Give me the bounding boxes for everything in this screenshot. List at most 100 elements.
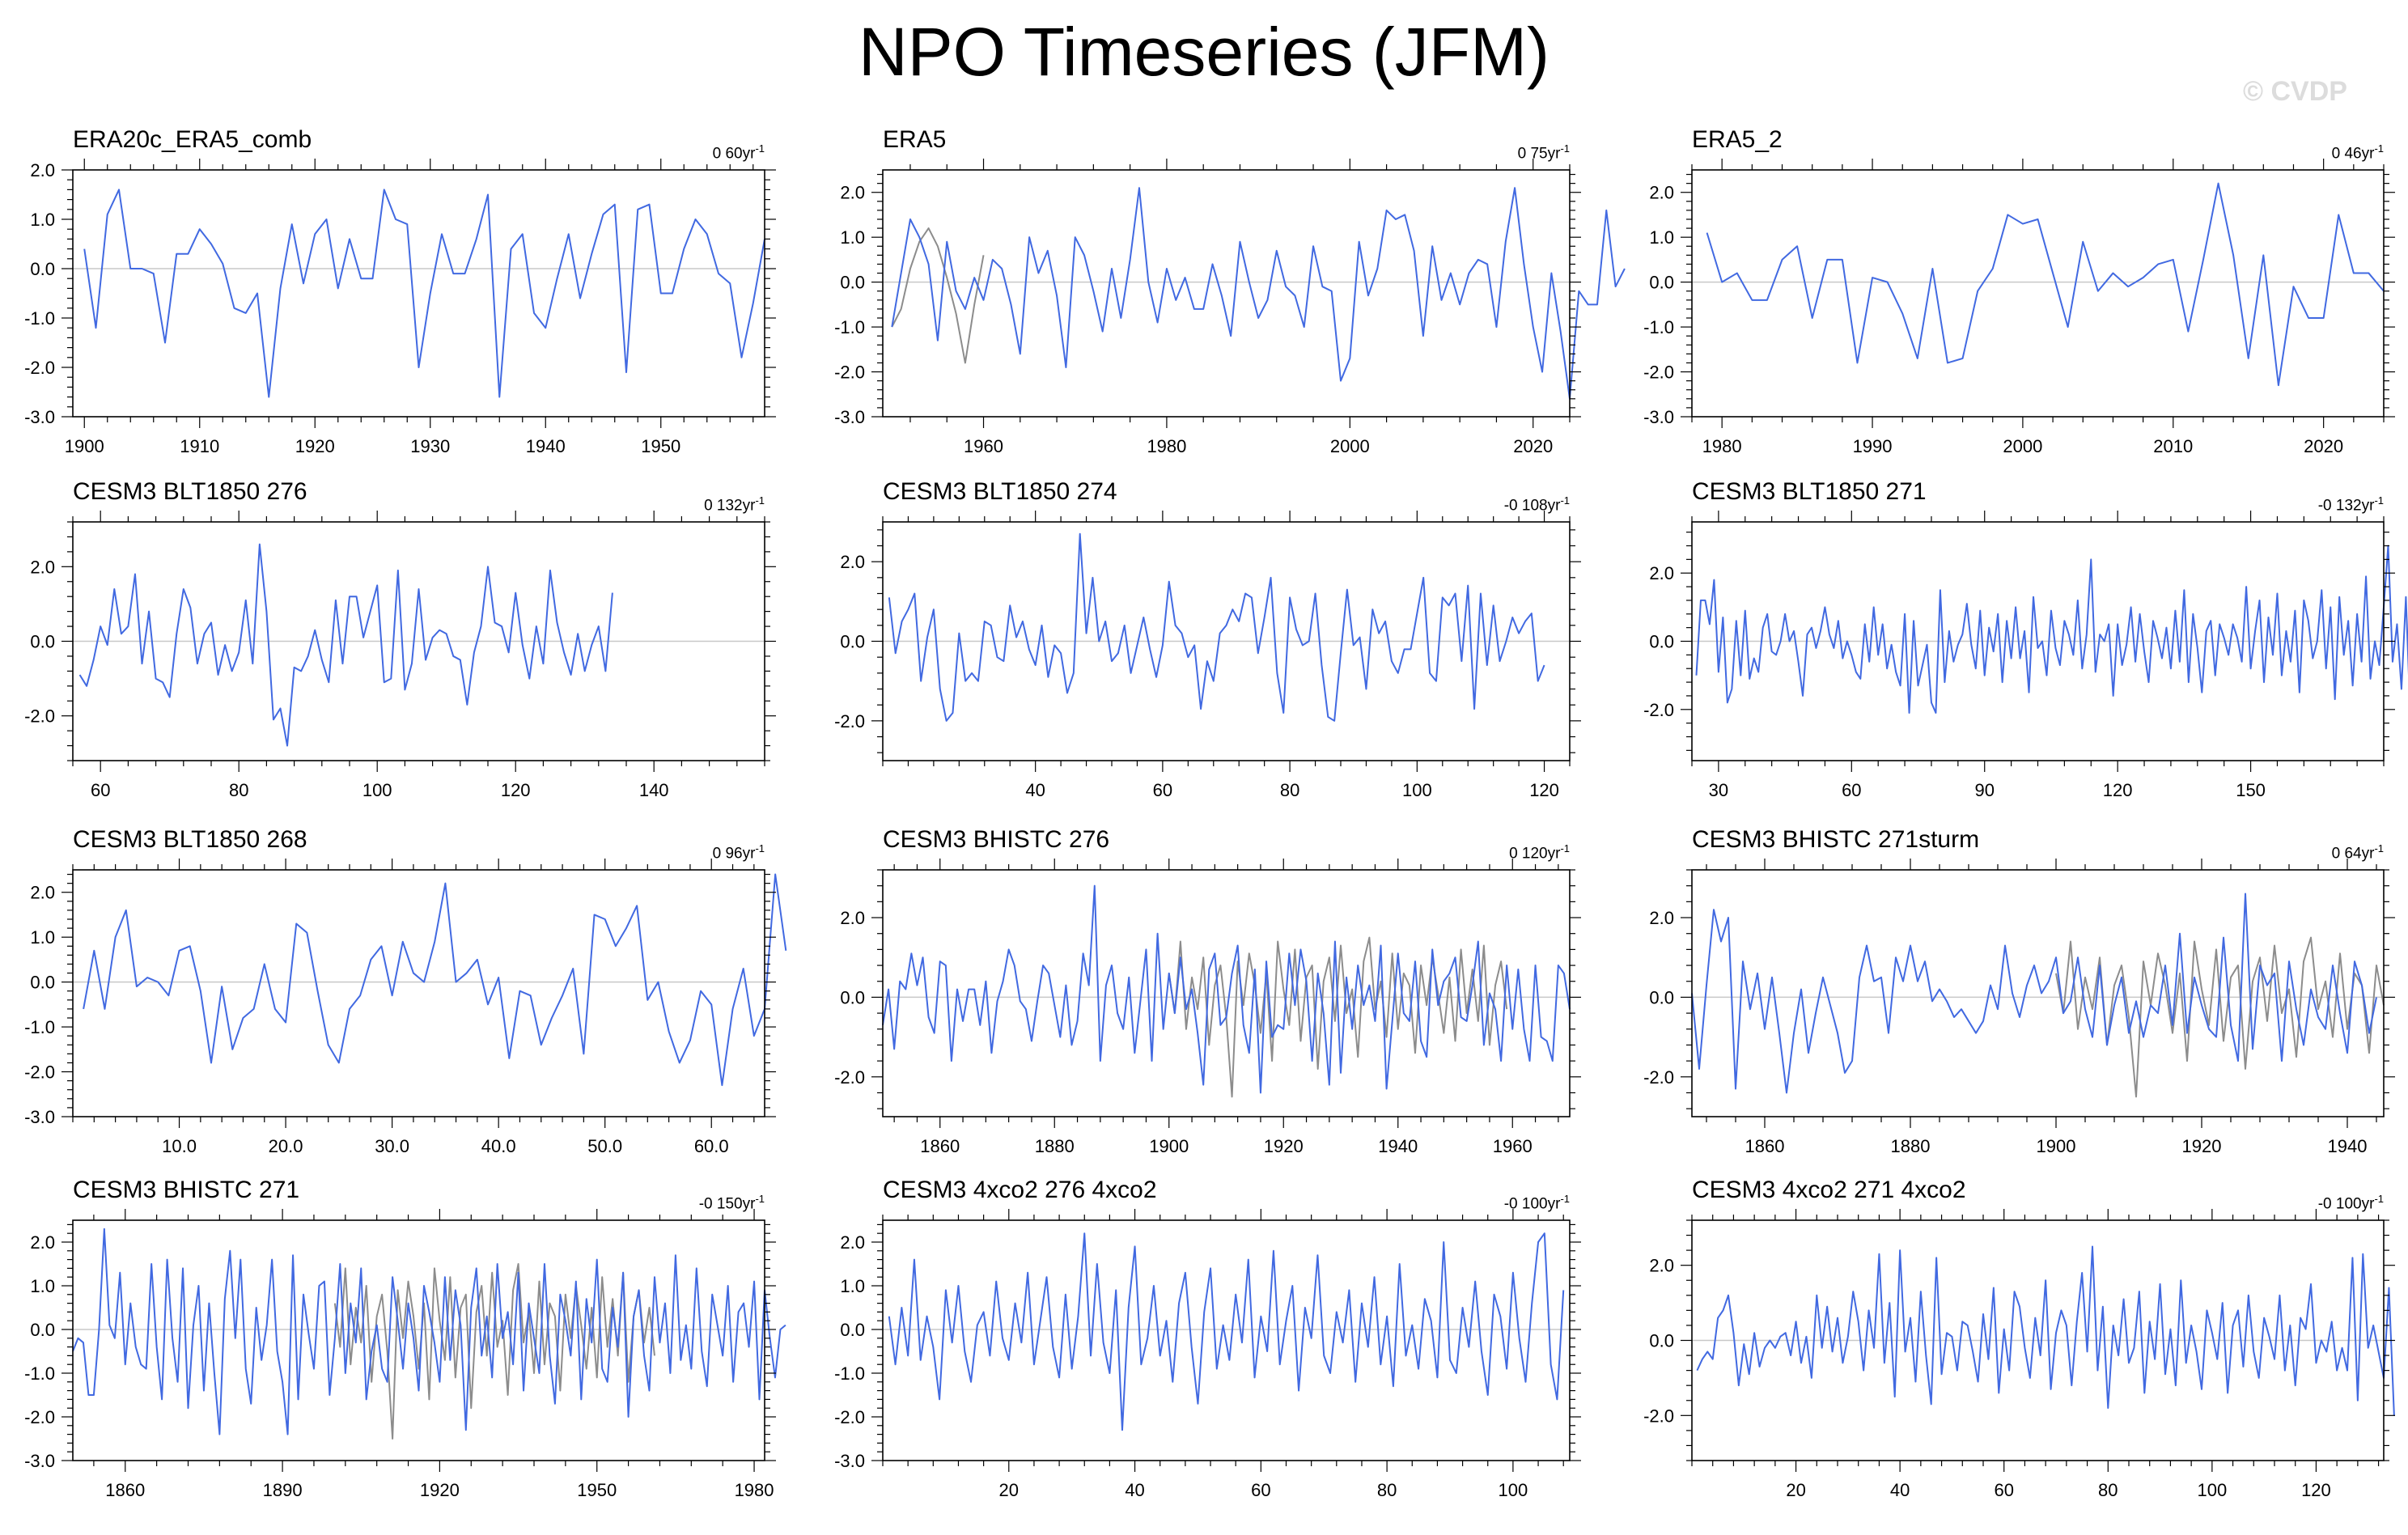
- trend-value: -0 100yr: [2317, 1195, 2375, 1213]
- model-series-line: [888, 532, 1545, 722]
- trend-unit-exponent: -1: [755, 1193, 765, 1205]
- y-tick-label: -2.0: [24, 1062, 55, 1083]
- model-series-line: [78, 543, 613, 747]
- x-tick-label: 1900: [65, 436, 104, 456]
- x-tick-label: 1920: [2182, 1136, 2222, 1156]
- x-tick-label: 50.0: [587, 1136, 622, 1156]
- x-tick-label: 20: [999, 1480, 1019, 1500]
- chart-panel: CESM3 BHISTC 276 0 120yr-1 2.0 0.0 -2.0 1860 1…: [834, 826, 1581, 1156]
- panel-trend-label: 0 60yr-1: [713, 142, 765, 163]
- panel-trend-label: 0 46yr-1: [2332, 142, 2384, 163]
- timeseries-plot: 2.0 1.0 0.0 -1.0 -2.0 -3.0 20 40 60 80 100: [834, 1209, 1581, 1500]
- panel-title: ERA5: [883, 126, 947, 153]
- x-tick-label: 1960: [1493, 1136, 1533, 1156]
- x-tick-label: 40.0: [481, 1136, 516, 1156]
- model-series-line: [1695, 545, 2408, 714]
- y-tick-label: -2.0: [1643, 363, 1674, 383]
- trend-value: 0 96yr: [712, 845, 756, 863]
- trend-value: 0 64yr: [2331, 845, 2375, 863]
- y-tick-label: -2.0: [1643, 700, 1674, 720]
- y-tick-label: -3.0: [24, 1107, 55, 1127]
- trend-unit-exponent: -1: [2374, 142, 2384, 155]
- y-tick-label: 2.0: [30, 1232, 55, 1253]
- y-tick-label: 0.0: [1649, 632, 1674, 652]
- y-tick-label: -3.0: [834, 1451, 865, 1471]
- y-tick-label: 0.0: [840, 632, 865, 652]
- x-tick-label: 100: [2197, 1480, 2227, 1500]
- panel-title: CESM3 4xco2 276 4xco2: [883, 1177, 1157, 1203]
- panel-title: CESM3 BLT1850 276: [73, 478, 307, 505]
- model-series-line: [72, 1228, 786, 1435]
- x-tick-label: 1920: [420, 1480, 460, 1500]
- trend-unit-exponent: -1: [755, 142, 765, 155]
- plot-frame: [72, 1219, 765, 1461]
- timeseries-plot: 2.0 0.0 -2.0 1860 1880 1900 1920 1940: [1643, 859, 2395, 1156]
- y-tick-label: 0.0: [30, 1320, 55, 1340]
- x-tick-label: 1910: [180, 436, 219, 456]
- y-tick-label: 2.0: [1649, 1256, 1674, 1276]
- panel-trend-label: -0 108yr-1: [1504, 494, 1570, 515]
- panel-trend-label: 0 75yr-1: [1518, 142, 1570, 163]
- x-tick-label: 40: [1025, 780, 1045, 800]
- panel-trend-label: 0 132yr-1: [704, 494, 765, 515]
- x-tick-label: 1880: [1035, 1136, 1075, 1156]
- trend-unit-exponent: -1: [1560, 842, 1570, 854]
- x-tick-label: 1950: [577, 1480, 617, 1500]
- model-series-line: [83, 189, 765, 398]
- x-tick-label: 80: [229, 780, 248, 800]
- x-tick-label: 120: [1529, 780, 1559, 800]
- y-tick-label: -2.0: [24, 1407, 55, 1427]
- model-series-line: [83, 873, 787, 1087]
- chart-panel: ERA5_2 0 46yr-1 2.0 1.0 0.0 -1.0 -2.0 -3.0 1980 1…: [1643, 126, 2395, 456]
- x-tick-label: 1920: [1264, 1136, 1304, 1156]
- page-title: NPO Timeseries (JFM): [858, 14, 1550, 90]
- timeseries-plot: 2.0 1.0 0.0 -1.0 -2.0 -3.0 1980 1990 2000 2010 202…: [1643, 159, 2395, 456]
- obs-series-line: [333, 1263, 655, 1440]
- y-tick-label: -2.0: [1643, 1067, 1674, 1088]
- x-tick-label: 80: [2098, 1480, 2118, 1500]
- x-tick-label: 40: [1890, 1480, 1910, 1500]
- y-tick-label: 2.0: [1649, 183, 1674, 203]
- timeseries-plot: 2.0 0.0 -2.0 20 40 60 80 100 120: [1643, 1209, 2395, 1500]
- y-tick-label: 1.0: [30, 1276, 55, 1296]
- y-tick-label: 0.0: [1649, 1331, 1674, 1351]
- panel-title: CESM3 BLT1850 268: [73, 826, 307, 853]
- trend-value: 0 132yr: [704, 497, 756, 515]
- obs-series-line: [891, 227, 985, 364]
- x-tick-label: 1860: [1745, 1136, 1785, 1156]
- x-tick-label: 1890: [263, 1480, 303, 1500]
- x-tick-label: 60: [1153, 780, 1172, 800]
- trend-value: 0 120yr: [1509, 845, 1561, 863]
- x-tick-label: 1880: [1891, 1136, 1931, 1156]
- model-series-line: [882, 884, 1571, 1094]
- timeseries-plot: 2.0 0.0 -2.0 40 60 80 100 120: [834, 511, 1581, 800]
- trend-value: -0 100yr: [1503, 1195, 1561, 1213]
- x-tick-label: 1900: [1149, 1136, 1189, 1156]
- chart-panel: CESM3 BLT1850 268 0 96yr-1 2.0 1.0 0.0 -1.0 -2…: [24, 826, 787, 1156]
- x-tick-label: 150: [2236, 780, 2266, 800]
- panel-trend-label: -0 132yr-1: [2318, 494, 2384, 515]
- panel-trend-label: 0 64yr-1: [2332, 842, 2384, 863]
- trend-value: -0 132yr: [2317, 497, 2375, 515]
- y-tick-label: 0.0: [1649, 987, 1674, 1007]
- timeseries-plot: 2.0 1.0 0.0 -1.0 -2.0 -3.0 1900 1910 1920 1930 194…: [24, 159, 776, 456]
- panel-title: CESM3 BHISTC 271: [73, 1177, 300, 1203]
- trend-value: 0 60yr: [712, 145, 756, 163]
- y-tick-label: 2.0: [840, 552, 865, 572]
- model-series-line: [1706, 182, 2385, 387]
- x-tick-label: 60: [1842, 780, 1861, 800]
- y-tick-label: 0.0: [30, 259, 55, 279]
- y-tick-label: -1.0: [24, 1363, 55, 1384]
- panel-title: CESM3 BHISTC 271sturm: [1692, 826, 1980, 853]
- x-tick-label: 1930: [410, 436, 450, 456]
- chart-panel: ERA20c_ERA5_comb 0 60yr-1 2.0 1.0 0.0 -1.0 -2.…: [24, 126, 776, 456]
- panel-title: CESM3 BLT1850 271: [1692, 478, 1927, 505]
- y-tick-label: 1.0: [30, 210, 55, 230]
- trend-value: 0 75yr: [1517, 145, 1561, 163]
- y-tick-label: 0.0: [30, 632, 55, 652]
- chart-panel: CESM3 BHISTC 271sturm 0 64yr-1 2.0 0.0 -2.0 1…: [1643, 826, 2395, 1156]
- x-tick-label: 120: [501, 780, 531, 800]
- x-tick-label: 120: [2103, 780, 2133, 800]
- plot-frame: [882, 869, 1571, 1117]
- panel-title: CESM3 BLT1850 274: [883, 478, 1117, 505]
